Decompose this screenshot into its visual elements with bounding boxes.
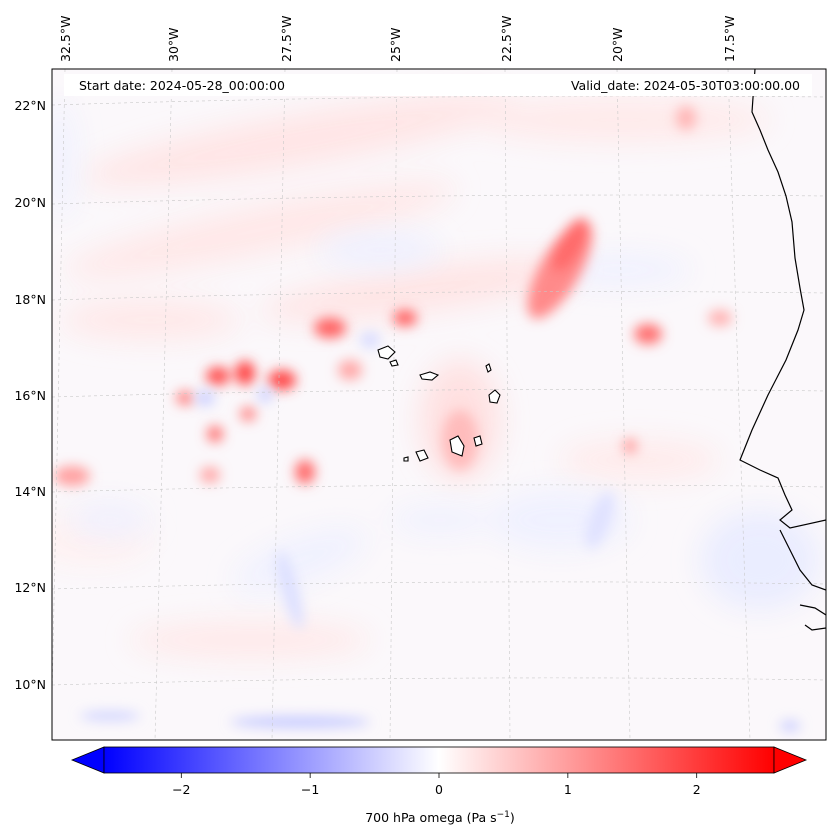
colorbar: −2 −1 0 1 2 700 hPa omega (Pa s−1) bbox=[70, 746, 808, 825]
colorbar-ticks bbox=[180, 773, 698, 778]
lat-label: 10°N bbox=[14, 677, 46, 692]
header-box bbox=[64, 74, 812, 96]
colorbar-tick-label: −2 bbox=[172, 782, 190, 797]
gridlines bbox=[52, 69, 826, 740]
lon-label: 32.5°W bbox=[58, 16, 73, 62]
lat-label: 12°N bbox=[14, 580, 46, 595]
lat-label: 22°N bbox=[14, 98, 46, 113]
lon-label: 27.5°W bbox=[279, 16, 294, 62]
map-panel: Start date: 2024-05-28_00:00:00 Valid_da… bbox=[51, 68, 827, 741]
lon-label: 22.5°W bbox=[499, 16, 514, 62]
colorbar-tick-label: −1 bbox=[301, 782, 319, 797]
lat-label: 20°N bbox=[14, 195, 46, 210]
colorbar-extend-high bbox=[773, 746, 808, 774]
lat-label: 18°N bbox=[14, 292, 46, 307]
valid-date-label: Valid_date: 2024-05-30T03:00:00.00 bbox=[571, 78, 800, 93]
lon-label: 30°W bbox=[166, 27, 181, 62]
colorbar-bar bbox=[103, 746, 775, 774]
colorbar-tick-label: 1 bbox=[564, 782, 572, 797]
omega-field bbox=[52, 69, 826, 740]
map-frame bbox=[51, 68, 827, 741]
lon-label: 20°W bbox=[610, 27, 625, 62]
coastline bbox=[739, 69, 826, 631]
colorbar-tick-label: 0 bbox=[435, 782, 443, 797]
lat-label: 14°N bbox=[14, 484, 46, 499]
lon-label: 25°W bbox=[388, 27, 403, 62]
colorbar-tick-label: 2 bbox=[693, 782, 701, 797]
cape-verde-islands bbox=[377, 345, 501, 462]
longitude-labels: 32.5°W 30°W 27.5°W 25°W 22.5°W 20°W 17.5… bbox=[58, 16, 737, 62]
latitude-labels: 22°N 20°N 18°N 16°N 14°N 12°N 10°N bbox=[14, 98, 46, 692]
lat-label: 16°N bbox=[14, 388, 46, 403]
colorbar-label: 700 hPa omega (Pa s−1) bbox=[365, 810, 515, 825]
lon-label: 17.5°W bbox=[722, 16, 737, 62]
start-date-label: Start date: 2024-05-28_00:00:00 bbox=[79, 78, 285, 93]
colorbar-extend-low bbox=[70, 746, 105, 774]
